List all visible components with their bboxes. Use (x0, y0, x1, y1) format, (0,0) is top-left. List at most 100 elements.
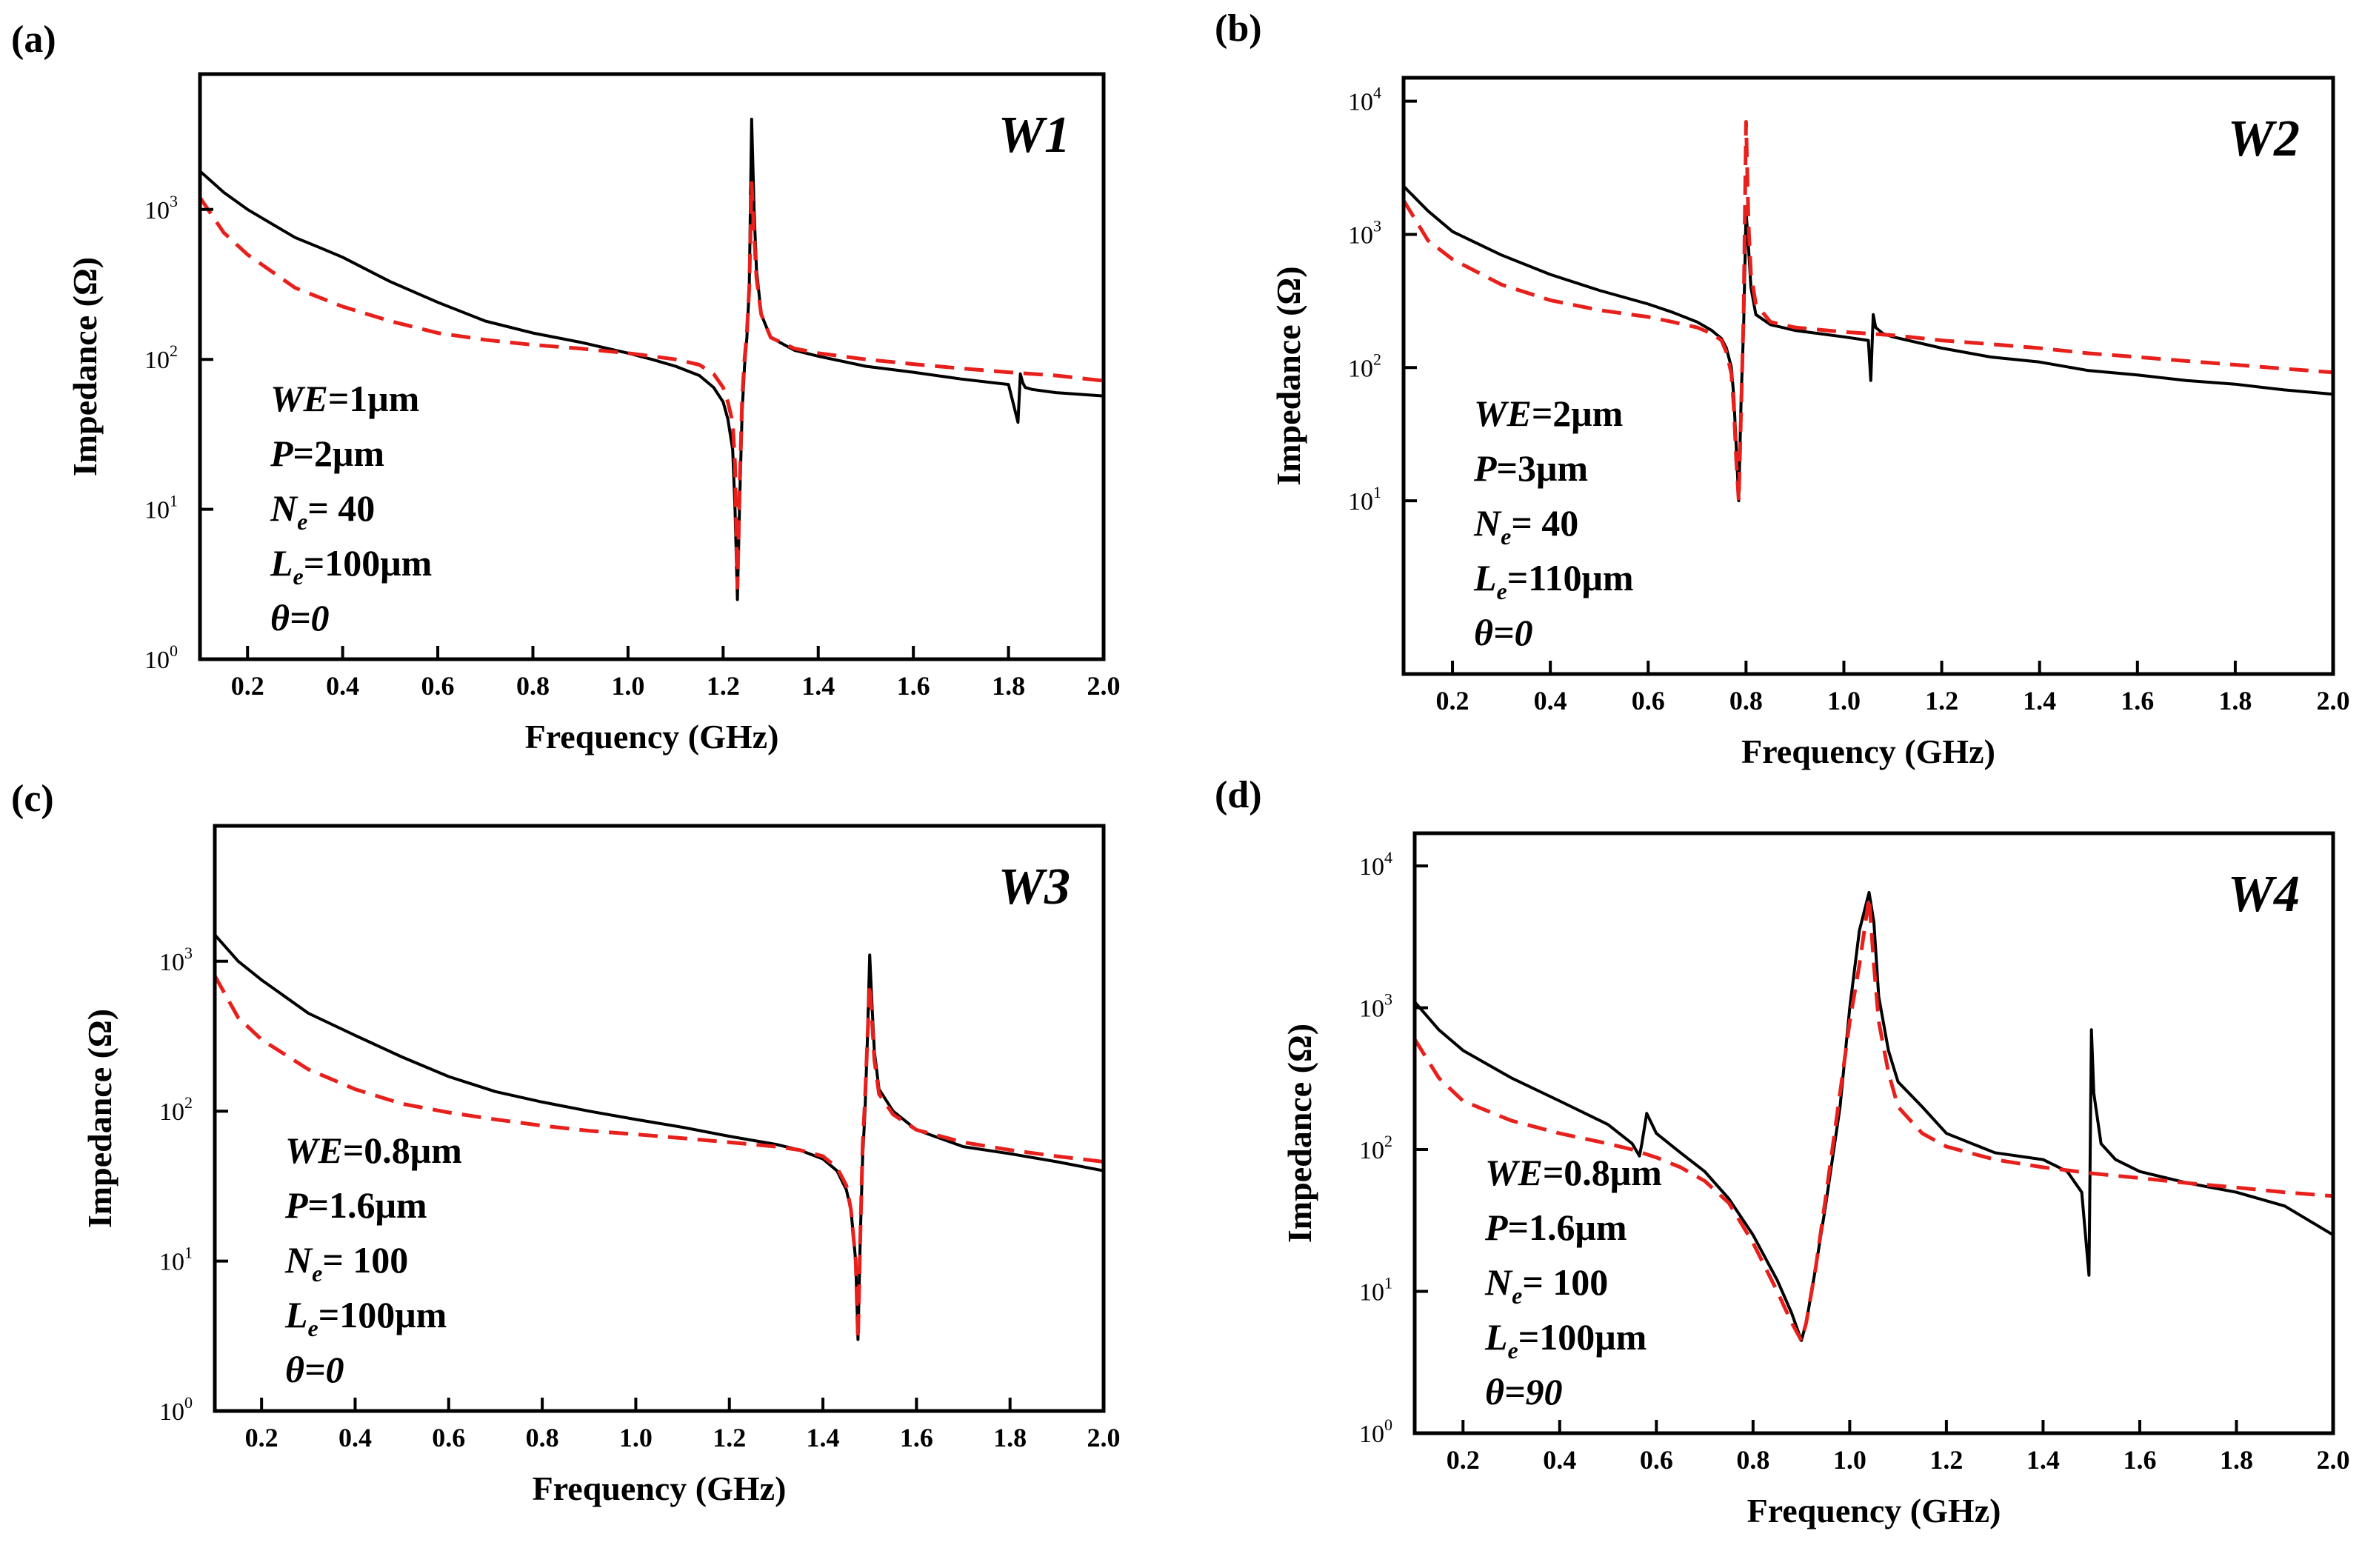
y-tick-label: 104 (1348, 84, 1381, 116)
x-tick-label: 0.2 (1447, 1445, 1480, 1475)
x-tick-label: 1.0 (611, 671, 644, 701)
panel-title: W2 (2228, 110, 2300, 167)
series-model (1415, 895, 2333, 1343)
parameter-annotation: Le=100μm (1484, 1316, 1647, 1364)
x-tick-label: 1.4 (807, 1423, 840, 1452)
panel-label: (d) (1215, 774, 1262, 816)
chart-panel-w1: (a) 0.2 0.4 0.6 0.8 1.0 1.2 1.4 1.6 1.8 2.0 100 101 1… (11, 19, 1121, 755)
x-tick-label: 1.8 (993, 1423, 1027, 1452)
x-tick-label: 0.6 (1632, 686, 1665, 715)
y-tick-label: 100 (144, 641, 178, 674)
x-axis-label: Frequency (GHz) (1747, 1492, 2001, 1529)
x-tick-label: 2.0 (2317, 686, 2350, 715)
x-tick-label: 1.0 (1833, 1445, 1866, 1475)
x-tick-label: 0.4 (1543, 1445, 1576, 1475)
series-model (1404, 120, 2333, 503)
parameter-annotation: WE=0.8μm (285, 1130, 462, 1171)
x-tick-label: 1.8 (2218, 686, 2252, 715)
x-tick-label: 1.2 (707, 671, 740, 701)
x-tick-label: 1.6 (2121, 686, 2154, 715)
parameter-annotation: WE=0.8μm (1485, 1152, 1662, 1193)
x-tick-label: 1.0 (619, 1423, 653, 1452)
panel-label: (c) (11, 778, 54, 820)
x-tick-label: 1.4 (2026, 1445, 2060, 1475)
x-tick-label: 0.4 (1534, 686, 1567, 715)
y-tick-label: 101 (159, 1244, 193, 1276)
chart-panel-w3: (c) 0.2 0.4 0.6 0.8 1.0 1.2 1.4 1.6 1.8 2.0 100 101 1… (11, 778, 1121, 1507)
y-tick-label: 103 (144, 192, 178, 224)
parameter-annotation: θ=90 (1485, 1371, 1562, 1412)
x-axis-label: Frequency (GHz) (533, 1469, 787, 1507)
x-tick-label: 0.8 (526, 1423, 559, 1452)
x-tick-label: 0.4 (326, 671, 359, 701)
parameter-annotation: Ne= 40 (1473, 502, 1578, 550)
y-tick-label: 103 (1359, 990, 1392, 1023)
x-tick-label: 1.4 (801, 671, 835, 701)
x-tick-label: 0.6 (1640, 1445, 1673, 1475)
x-tick-label: 1.2 (1925, 686, 1958, 715)
y-axis-label: Impedance (Ω) (1281, 1024, 1318, 1243)
parameter-annotation: θ=0 (270, 597, 329, 638)
series-measured (1415, 890, 2333, 1342)
parameter-annotation: WE=2μm (1474, 393, 1623, 434)
x-tick-label: 0.6 (421, 671, 455, 701)
x-tick-label: 0.6 (432, 1423, 465, 1452)
plot-frame (1412, 831, 2335, 1435)
x-tick-label: 1.8 (2220, 1445, 2253, 1475)
x-tick-label: 1.0 (1827, 686, 1861, 715)
x-axis-label: Frequency (GHz) (525, 718, 779, 755)
x-tick-label: 2.0 (2317, 1445, 2350, 1475)
parameter-annotation: Le=100μm (284, 1294, 447, 1341)
parameter-annotation: θ=0 (1474, 612, 1532, 653)
y-tick-label: 102 (144, 341, 178, 374)
x-tick-label: 0.8 (1736, 1445, 1769, 1475)
y-tick-label: 100 (1359, 1415, 1392, 1448)
x-tick-label: 1.6 (897, 671, 930, 701)
x-axis-label: Frequency (GHz) (1741, 733, 1995, 770)
y-axis-label: Impedance (Ω) (1270, 266, 1307, 485)
panel-title: W4 (2228, 866, 2300, 923)
panel-title: W3 (998, 858, 1070, 915)
parameter-annotation: θ=0 (285, 1349, 344, 1390)
parameter-annotation: Le=110μm (1473, 557, 1633, 604)
y-tick-label: 101 (1359, 1274, 1392, 1307)
parameter-annotation: WE=1μm (270, 378, 419, 419)
x-tick-label: 1.2 (713, 1423, 746, 1452)
parameter-annotation: P=2μm (270, 433, 384, 474)
y-axis-label: Impedance (Ω) (81, 1009, 119, 1228)
parameter-annotation: Le=100μm (270, 542, 432, 590)
chart-panel-w2: (b) 0.2 0.4 0.6 0.8 1.0 1.2 1.4 1.6 1.8 2.0 101 102 1… (1215, 7, 2350, 770)
x-tick-label: 0.8 (1729, 686, 1763, 715)
plot-frame (213, 824, 1106, 1413)
x-tick-label: 2.0 (1087, 671, 1121, 701)
series-model (215, 975, 1104, 1341)
y-tick-label: 102 (1348, 350, 1381, 382)
series-measured (200, 117, 1104, 601)
y-tick-label: 103 (1348, 216, 1381, 249)
x-tick-label: 1.6 (2123, 1445, 2156, 1475)
parameter-annotation: P=3μm (1473, 447, 1588, 489)
x-tick-label: 2.0 (1087, 1423, 1121, 1452)
y-tick-label: 102 (159, 1093, 193, 1126)
parameter-annotation: Ne= 100 (1484, 1261, 1608, 1309)
y-axis-label: Impedance (Ω) (66, 257, 104, 476)
parameter-annotation: P=1.6μm (284, 1184, 427, 1226)
parameter-annotation: Ne= 100 (284, 1239, 408, 1287)
y-tick-label: 101 (1348, 483, 1381, 516)
x-tick-label: 0.2 (245, 1423, 278, 1452)
y-tick-label: 104 (1359, 848, 1392, 881)
plot-frame (198, 72, 1106, 661)
series-measured (215, 933, 1104, 1341)
series-model (200, 181, 1104, 590)
parameter-annotation: Ne= 40 (270, 487, 375, 535)
x-tick-label: 1.6 (900, 1423, 933, 1452)
y-tick-label: 100 (159, 1393, 193, 1426)
y-tick-label: 103 (159, 944, 193, 976)
parameter-annotation: P=1.6μm (1484, 1207, 1627, 1248)
x-tick-label: 0.2 (1436, 686, 1469, 715)
x-tick-label: 1.4 (2023, 686, 2056, 715)
panel-label: (a) (11, 19, 56, 61)
y-tick-label: 101 (144, 492, 178, 524)
x-tick-label: 1.2 (1929, 1445, 1963, 1475)
